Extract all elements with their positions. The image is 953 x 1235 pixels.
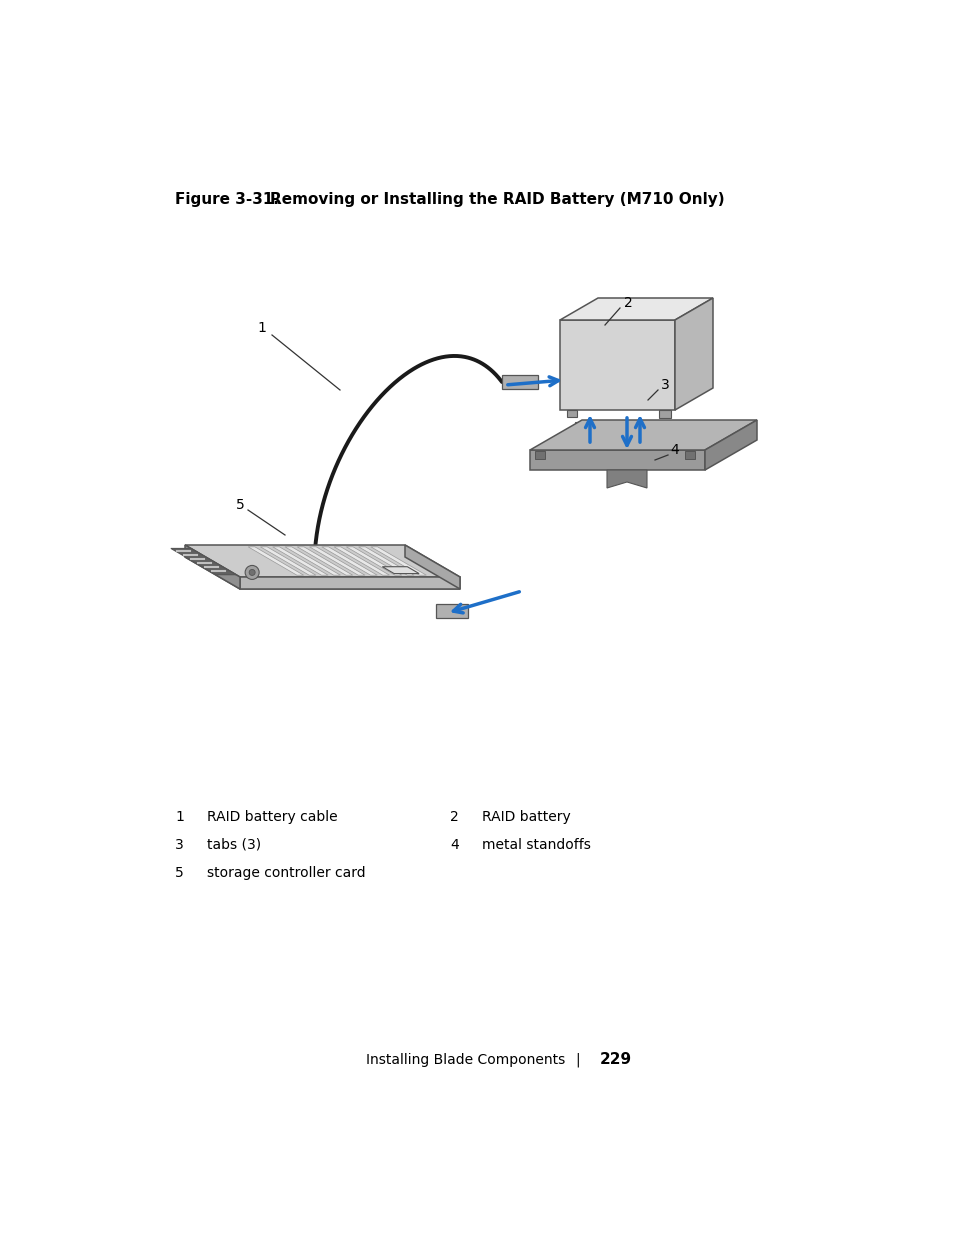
Polygon shape	[575, 422, 584, 450]
Polygon shape	[273, 547, 328, 576]
Text: |: |	[575, 1052, 579, 1067]
Polygon shape	[501, 375, 537, 389]
Polygon shape	[285, 547, 340, 576]
Polygon shape	[535, 451, 544, 459]
Text: Installing Blade Components: Installing Blade Components	[365, 1053, 564, 1067]
Text: tabs (3): tabs (3)	[207, 839, 261, 852]
Polygon shape	[358, 547, 414, 576]
Text: 1: 1	[174, 810, 184, 824]
Polygon shape	[684, 451, 695, 459]
Polygon shape	[260, 547, 315, 576]
Polygon shape	[704, 420, 757, 471]
Text: 3: 3	[659, 378, 669, 391]
Text: RAID battery: RAID battery	[481, 810, 570, 824]
Polygon shape	[185, 545, 240, 589]
Circle shape	[245, 566, 259, 579]
Polygon shape	[346, 547, 401, 576]
Polygon shape	[559, 320, 675, 410]
Polygon shape	[530, 450, 704, 471]
Text: 4: 4	[450, 839, 458, 852]
Text: Figure 3-31.: Figure 3-31.	[174, 191, 278, 207]
Text: metal standoffs: metal standoffs	[481, 839, 590, 852]
Text: 4: 4	[670, 443, 679, 457]
Polygon shape	[240, 577, 459, 589]
Polygon shape	[371, 547, 426, 576]
Polygon shape	[606, 471, 646, 488]
Polygon shape	[659, 410, 670, 417]
Polygon shape	[624, 422, 635, 450]
Polygon shape	[171, 548, 235, 574]
Polygon shape	[309, 547, 365, 576]
Polygon shape	[405, 545, 459, 589]
Polygon shape	[675, 422, 684, 450]
Polygon shape	[334, 547, 389, 576]
Text: RAID battery cable: RAID battery cable	[207, 810, 337, 824]
Text: 5: 5	[174, 866, 184, 881]
Polygon shape	[185, 545, 459, 577]
Polygon shape	[382, 567, 418, 573]
Text: 2: 2	[450, 810, 458, 824]
Text: 5: 5	[235, 498, 244, 513]
Polygon shape	[248, 547, 303, 576]
Polygon shape	[559, 298, 712, 320]
Polygon shape	[297, 547, 353, 576]
Polygon shape	[185, 557, 459, 589]
Text: 229: 229	[599, 1052, 632, 1067]
Polygon shape	[436, 604, 468, 618]
Text: 1: 1	[257, 321, 266, 335]
Polygon shape	[530, 420, 757, 450]
Circle shape	[249, 569, 254, 576]
Polygon shape	[566, 410, 577, 417]
Text: 3: 3	[174, 839, 184, 852]
Text: 2: 2	[623, 296, 632, 310]
Polygon shape	[321, 547, 376, 576]
Text: storage controller card: storage controller card	[207, 866, 365, 881]
Text: Removing or Installing the RAID Battery (M710 Only): Removing or Installing the RAID Battery …	[270, 191, 724, 207]
Polygon shape	[675, 298, 712, 410]
